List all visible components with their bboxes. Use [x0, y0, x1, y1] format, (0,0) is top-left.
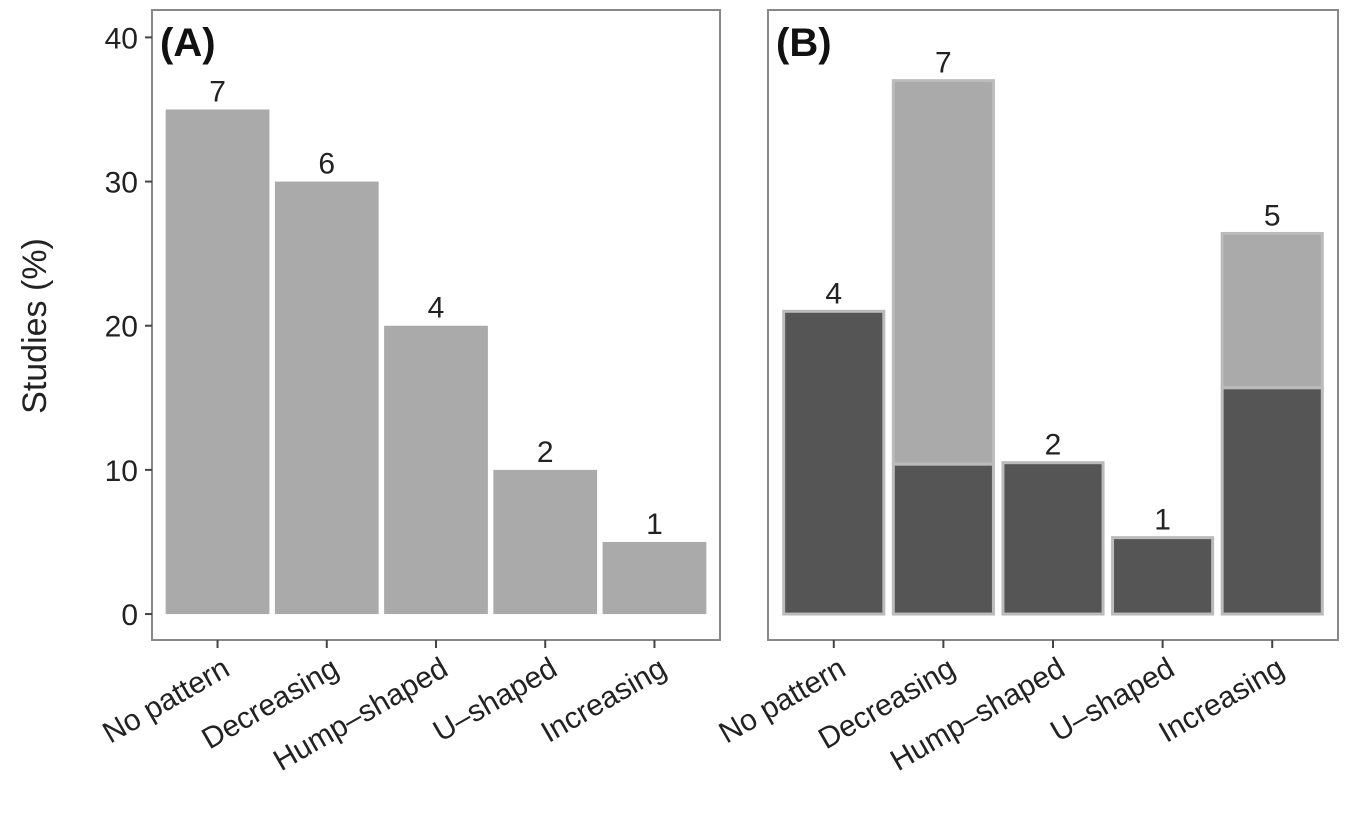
bar-label: 4: [428, 292, 445, 325]
bar-segment: [1111, 536, 1215, 616]
bar: [602, 541, 707, 615]
bar: [165, 109, 270, 615]
bar-label: 6: [318, 148, 335, 181]
bar-label: 2: [1045, 429, 1062, 462]
y-tick-label: 20: [105, 311, 138, 344]
bar-label: 4: [825, 277, 842, 310]
y-tick-label: 0: [121, 599, 138, 632]
x-tick-label: Increasing: [536, 651, 672, 749]
x-tick-label: Increasing: [1153, 651, 1289, 749]
bar-segment: [1220, 386, 1324, 616]
bar: [384, 325, 488, 615]
y-axis-label: Studies (%): [16, 238, 54, 414]
bar-segment: [891, 79, 995, 466]
bar-label: 5: [1264, 199, 1281, 232]
bar-segment: [1220, 231, 1324, 390]
bar-segment: [891, 462, 995, 616]
y-tick-label: 40: [105, 22, 138, 55]
bar-segment: [782, 309, 886, 616]
bar-label: 7: [209, 75, 226, 108]
bar-label: 1: [646, 508, 663, 541]
bar: [493, 469, 598, 615]
y-tick-label: 10: [105, 455, 138, 488]
bar-label: 7: [935, 47, 952, 80]
y-tick-label: 30: [105, 167, 138, 200]
panel-label: (A): [160, 21, 216, 65]
panel-label: (B): [776, 21, 832, 65]
bar: [274, 181, 379, 615]
bar-label: 1: [1154, 504, 1171, 537]
bar-label: 2: [537, 436, 554, 469]
bar-segment: [1001, 461, 1105, 616]
